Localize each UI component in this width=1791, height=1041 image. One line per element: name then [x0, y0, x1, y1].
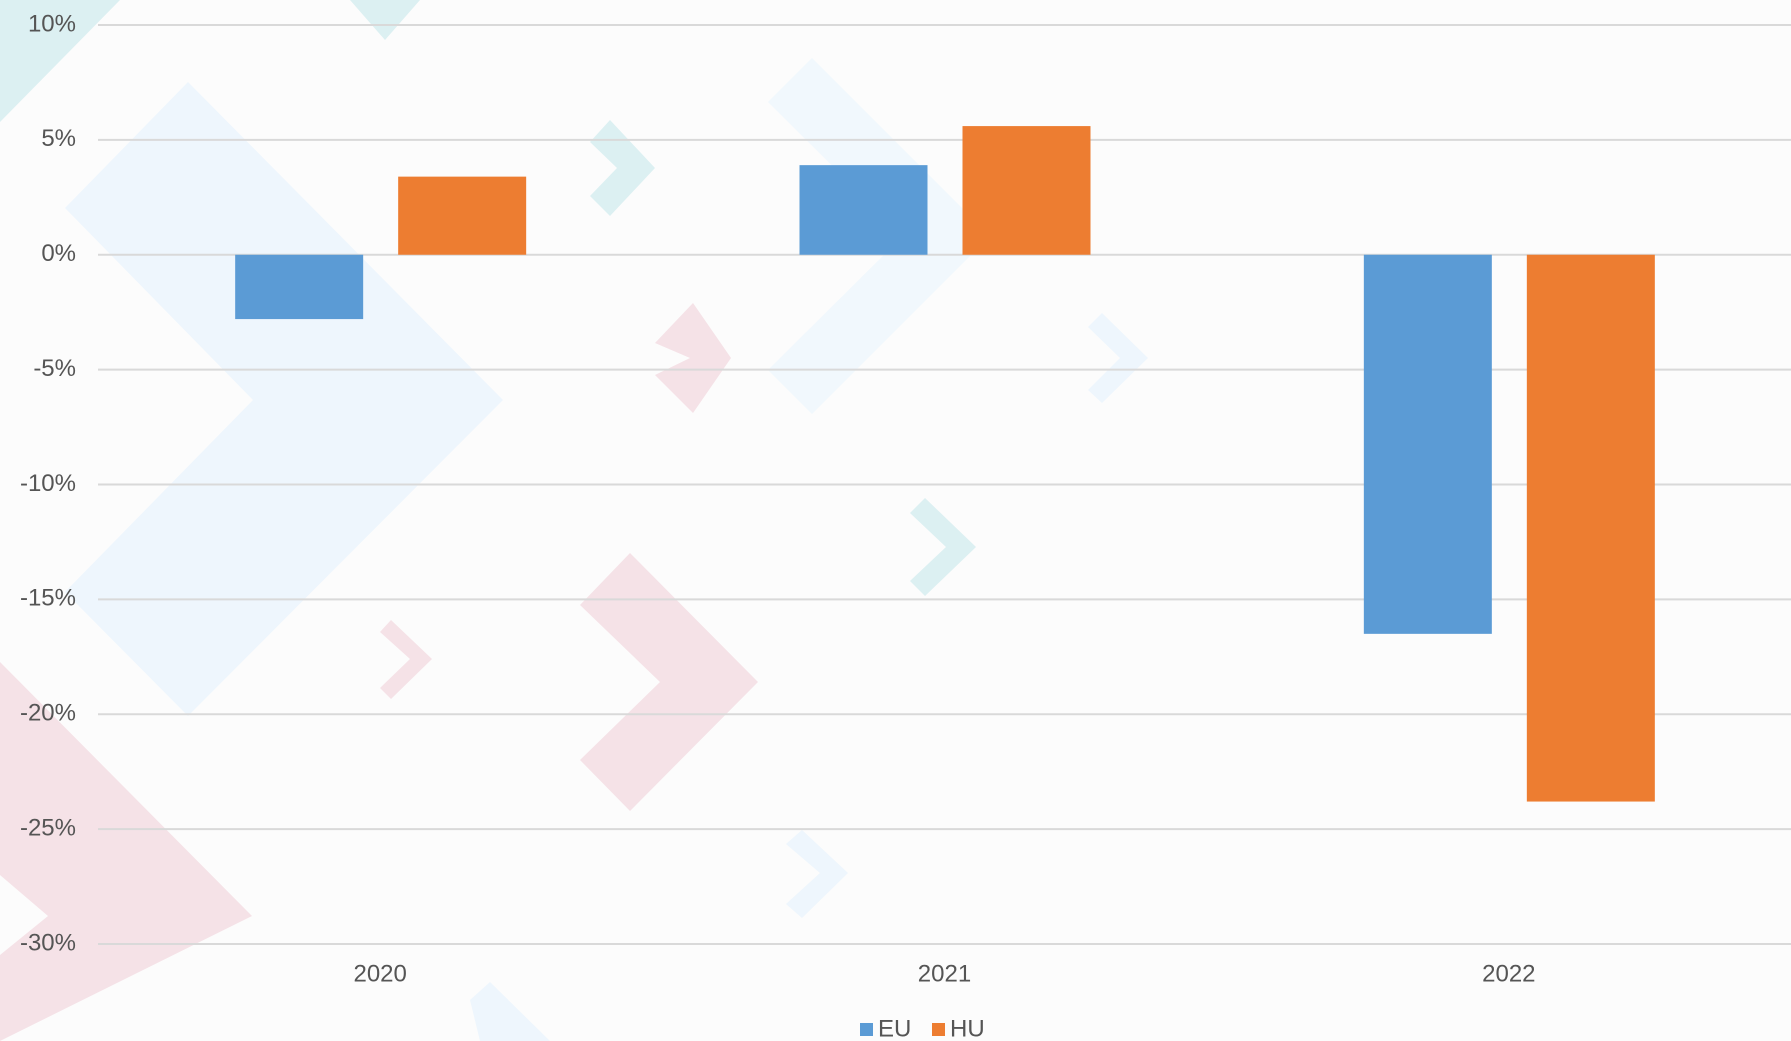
y-tick-label: -10% — [20, 470, 76, 497]
x-tick-label: 2022 — [1482, 960, 1535, 987]
y-tick-label: 10% — [28, 10, 76, 37]
y-tick-label: -25% — [20, 814, 76, 841]
bar — [963, 126, 1091, 255]
chart: 10% 5% 0% -5% -10% -15% -20% -25% -30% 2020 2021 20… — [0, 0, 1791, 1041]
x-tick-label: 2020 — [353, 960, 406, 987]
bar — [398, 177, 526, 255]
bar — [235, 255, 363, 319]
bar — [1364, 255, 1492, 634]
y-tick-label: 5% — [41, 125, 76, 152]
legend-label: HU — [950, 1015, 985, 1041]
y-tick-label: 0% — [41, 240, 76, 267]
legend-swatch — [860, 1023, 873, 1036]
bar — [800, 165, 928, 255]
legend-label: EU — [878, 1015, 911, 1041]
y-tick-label: -15% — [20, 585, 76, 612]
y-tick-label: -20% — [20, 700, 76, 727]
legend-swatch — [932, 1023, 945, 1036]
bar — [1527, 255, 1655, 802]
x-tick-label: 2021 — [918, 960, 971, 987]
y-tick-label: -30% — [20, 929, 76, 956]
y-tick-label: -5% — [33, 355, 76, 382]
